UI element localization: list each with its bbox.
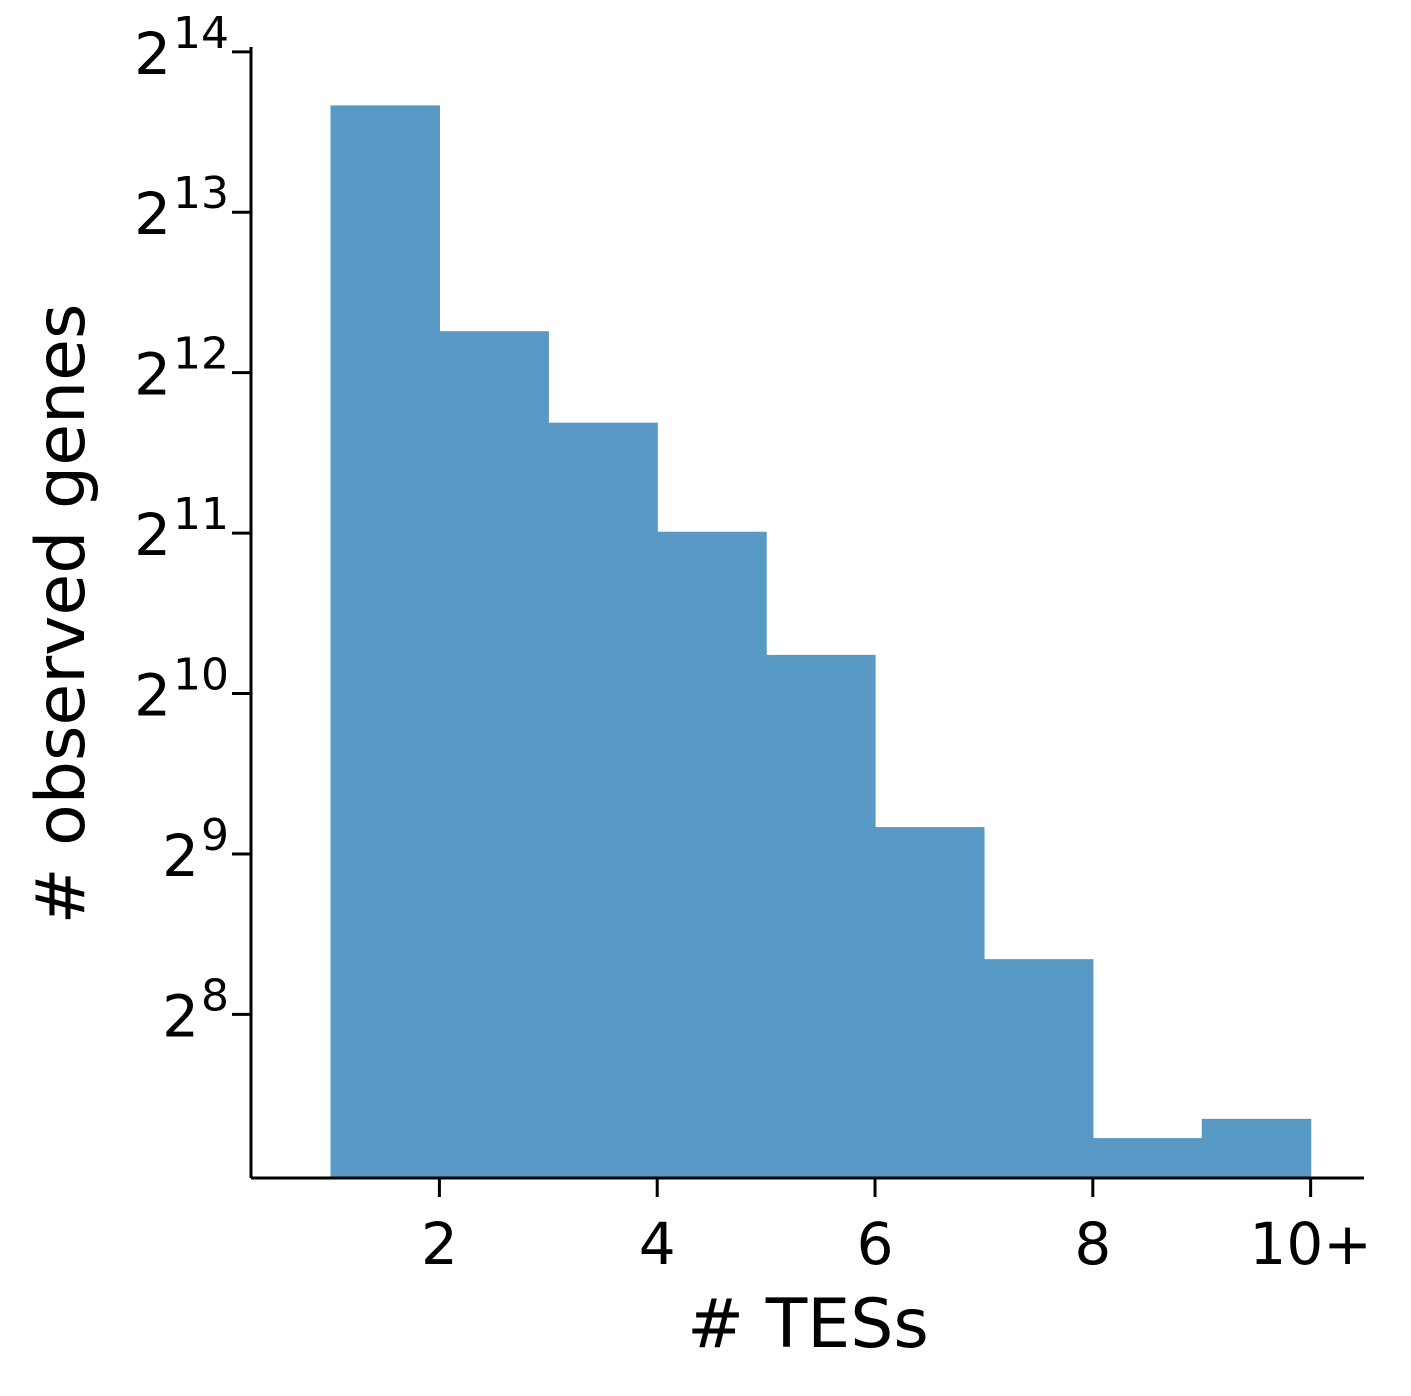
x-tick-label: 4 (639, 1210, 676, 1278)
histogram-bar (1092, 1138, 1203, 1178)
y-tick-base: 2 (134, 662, 171, 730)
y-tick-label: 2 14 (134, 8, 229, 88)
x-tick-label: 8 (1074, 1210, 1111, 1278)
bars-layer (330, 105, 1312, 1178)
histogram-bar (330, 105, 441, 1178)
y-tick-base: 2 (162, 982, 199, 1050)
y-tick-base: 2 (134, 180, 171, 248)
histogram-bar (875, 827, 985, 1178)
y-tick-exponent: 8 (201, 970, 229, 1021)
histogram-bar (766, 654, 876, 1178)
y-tick-base: 2 (162, 822, 199, 890)
x-tick-label: 6 (857, 1210, 894, 1278)
x-tick-label: 2 (421, 1210, 458, 1278)
y-axis-label: # observed genes (22, 304, 101, 925)
y-tick-base: 2 (134, 20, 171, 88)
y-tick-label: 2 10 (134, 650, 229, 730)
y-tick-base: 2 (134, 501, 171, 569)
y-tick-exponent: 10 (173, 650, 229, 701)
x-ticks-layer: 2 4 6 8 10+ (421, 1178, 1372, 1278)
histogram-bar (983, 959, 1094, 1178)
histogram-bar (1201, 1118, 1312, 1178)
y-tick-exponent: 9 (201, 810, 229, 861)
x-tick-label: 10+ (1249, 1210, 1371, 1278)
y-tick-label: 2 13 (134, 168, 229, 248)
x-axis-label: # TESs (687, 1285, 929, 1364)
y-ticks-layer: 2 82 92 102 112 122 132 14 (134, 8, 251, 1050)
histogram-bar (439, 331, 549, 1178)
y-tick-label: 2 11 (134, 489, 229, 569)
y-tick-exponent: 11 (173, 489, 229, 540)
y-tick-exponent: 14 (173, 8, 229, 59)
y-tick-base: 2 (134, 341, 171, 409)
y-tick-exponent: 12 (173, 329, 229, 380)
histogram-bar (657, 531, 767, 1178)
y-tick-exponent: 13 (173, 168, 229, 219)
y-tick-label: 2 12 (134, 329, 229, 409)
axes-layer (249, 47, 1364, 1180)
histogram-bar (548, 422, 658, 1178)
